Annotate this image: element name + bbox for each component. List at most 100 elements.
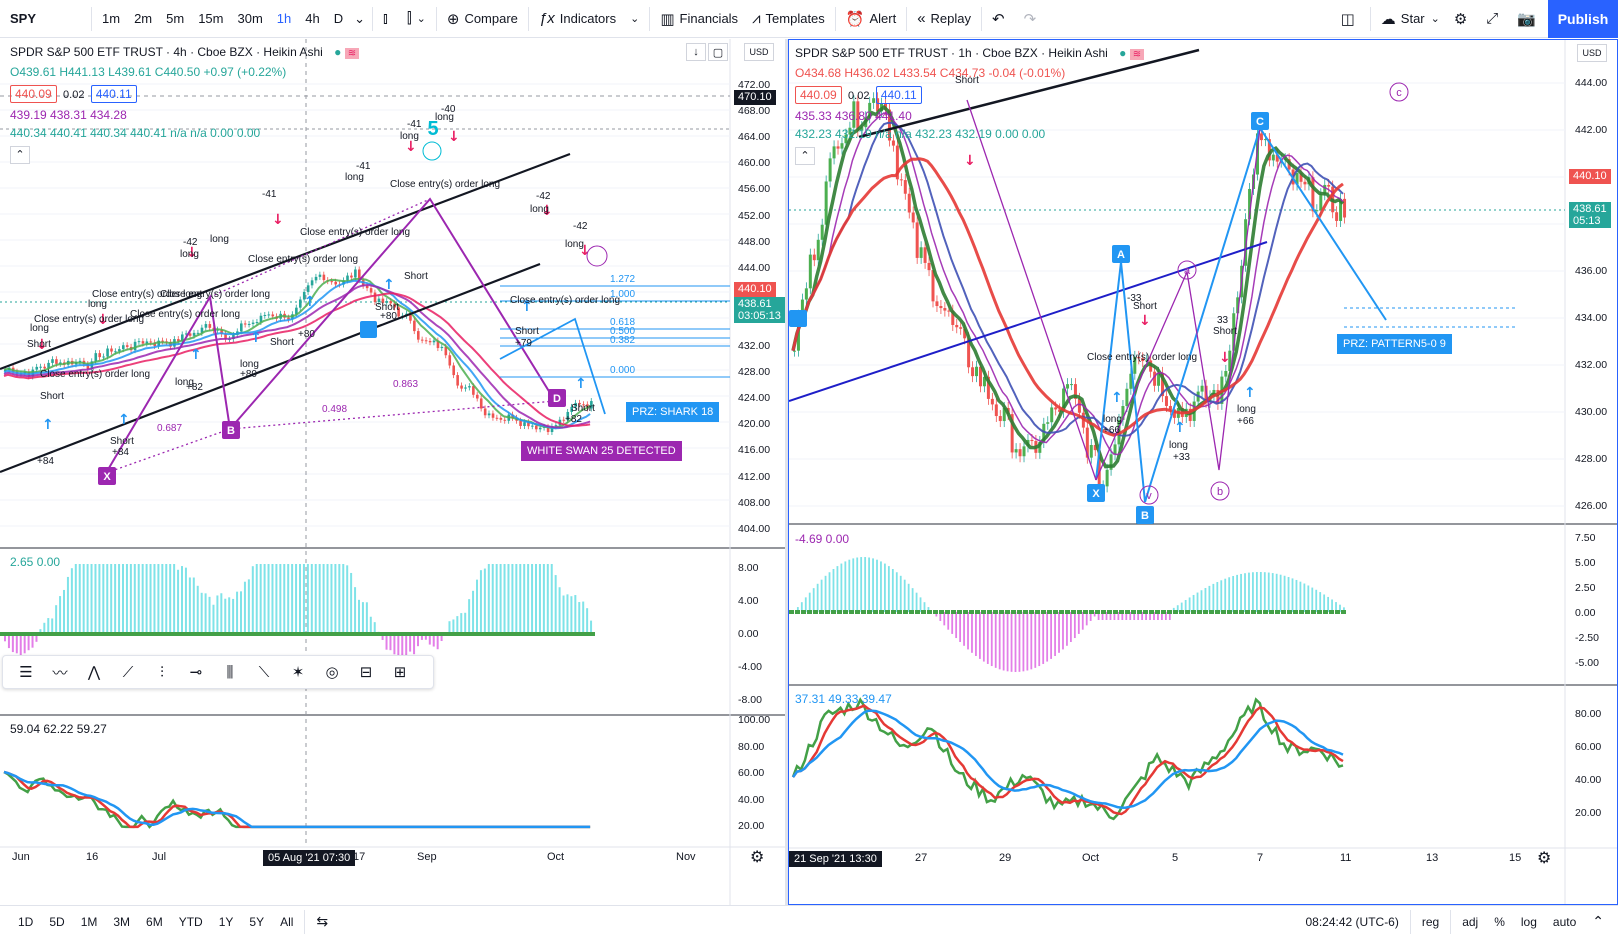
right-settings-icon[interactable]: ⚙ xyxy=(1537,850,1552,867)
range-5y[interactable]: 5Y xyxy=(249,914,265,929)
divider xyxy=(435,6,437,31)
publish-button[interactable]: Publish xyxy=(1548,0,1618,38)
histogram-bar xyxy=(590,620,593,634)
interval-2m[interactable]: 2m xyxy=(134,11,153,26)
left-chart[interactable]: X B D 5 1.272 1.000 0.618 0.500 0.382 0.000 0.863 0… xyxy=(0,39,785,905)
interval-d[interactable]: D xyxy=(333,11,344,26)
templates-button[interactable]: ⩘ Templates xyxy=(745,0,832,38)
log-toggle[interactable]: log xyxy=(1520,914,1537,929)
fib-icon[interactable]: ⫶ xyxy=(160,663,164,681)
object-tree-icon[interactable]: ⊟ xyxy=(359,664,373,681)
interval-5m[interactable]: 5m xyxy=(166,11,185,26)
clock[interactable]: 08:24:42 (UTC-6) xyxy=(1305,914,1399,929)
indicators-button[interactable]: ƒx Indicators ⌄ xyxy=(532,0,646,38)
histogram-bar xyxy=(1204,588,1207,612)
expand-icon[interactable]: ⌃ xyxy=(1592,913,1604,929)
histogram-bar xyxy=(998,612,1001,670)
candle xyxy=(538,427,542,430)
goto-date-icon[interactable]: ⇆ xyxy=(316,913,329,929)
abcd-pattern-icon[interactable]: ⋀ xyxy=(87,664,101,681)
trend-lines-icon[interactable]: ☰ xyxy=(19,664,33,681)
maximize-icon: ▢ xyxy=(712,46,724,59)
candle xyxy=(1129,373,1133,389)
auto-toggle[interactable]: auto xyxy=(1552,914,1577,929)
range-1y[interactable]: 1Y xyxy=(218,914,234,929)
divider xyxy=(1450,909,1452,934)
histogram-bar xyxy=(1267,572,1270,612)
layout-button[interactable]: ◫ xyxy=(1334,0,1367,38)
undo-button[interactable]: ↶ xyxy=(985,0,1017,38)
interval-4h[interactable]: 4h xyxy=(305,11,320,26)
bar-style-button[interactable]: ⫾ xyxy=(376,0,400,38)
gear-icon: ⚙ xyxy=(1453,10,1468,28)
candle xyxy=(812,254,816,261)
histogram-bar xyxy=(1010,612,1013,672)
maximize-pane-button[interactable]: ▢ xyxy=(708,43,728,61)
scroll-down-button[interactable]: ↓ xyxy=(686,43,706,61)
histogram-bar xyxy=(990,612,993,667)
histogram-bar xyxy=(963,612,965,646)
signal-arrow-icon: ↓ xyxy=(964,153,976,169)
cycle-icon[interactable]: ◎ xyxy=(325,664,339,681)
snapshot-button[interactable]: 📷 xyxy=(1510,0,1548,38)
elliott-wave-icon[interactable]: 〰 xyxy=(52,664,68,682)
right-chart-canvas[interactable]: X A B Cc a b v ↓ ↓ ↓ ↑ ↑ ↑ xyxy=(789,40,1618,905)
adj-toggle[interactable]: adj xyxy=(1462,914,1479,929)
interval-1h[interactable]: 1h xyxy=(276,11,292,26)
collapse-legend-button[interactable]: ⌃ xyxy=(10,146,30,164)
candle xyxy=(570,406,573,412)
range-ytd[interactable]: YTD xyxy=(178,914,203,929)
compare-button[interactable]: ⊕ Compare xyxy=(440,0,525,38)
vertical-lines-icon[interactable]: ⫼ xyxy=(226,663,234,681)
ruler-icon[interactable]: ⟍ xyxy=(258,663,270,681)
range-all[interactable]: All xyxy=(280,914,294,929)
trade-annotation: Short xyxy=(270,337,294,348)
percent-toggle[interactable]: % xyxy=(1494,914,1505,929)
redo-button[interactable]: ↷ xyxy=(1017,0,1049,38)
annotation-value: +79 xyxy=(515,338,532,349)
interval-1m[interactable]: 1m xyxy=(102,11,121,26)
settings-button[interactable]: ⚙ xyxy=(1447,0,1479,38)
interval-dropdown-icon[interactable]: ⌄ xyxy=(354,10,366,26)
replay-button[interactable]: « Replay xyxy=(910,0,978,38)
currency-button[interactable]: USD xyxy=(744,43,774,61)
candle xyxy=(39,366,42,368)
candle xyxy=(1038,441,1042,453)
interval-15m[interactable]: 15m xyxy=(198,11,224,26)
left-crosshair-time: 05 Aug '21 07:30 xyxy=(263,850,356,866)
trade-annotation: +33 xyxy=(1173,452,1190,463)
range-6m[interactable]: 6M xyxy=(146,914,163,929)
histogram-bar xyxy=(267,564,270,634)
range-5d[interactable]: 5D xyxy=(49,914,65,929)
session-reg[interactable]: reg xyxy=(1421,914,1440,929)
histogram-bar xyxy=(476,579,478,634)
histogram-bar xyxy=(1161,612,1163,620)
pattern-point-label: B xyxy=(227,425,235,437)
histogram-bar xyxy=(535,564,537,634)
range-1m[interactable]: 1M xyxy=(80,914,98,929)
financials-button[interactable]: ▥ Financials xyxy=(653,0,745,38)
currency-button[interactable]: USD xyxy=(1577,44,1607,62)
alert-button[interactable]: ⏰ Alert xyxy=(839,0,903,38)
star-button[interactable]: ☁ Star ⌄ xyxy=(1374,0,1447,38)
range-3m[interactable]: 3M xyxy=(113,914,131,929)
symbol-search[interactable]: SPY xyxy=(10,11,37,26)
interval-30m[interactable]: 30m xyxy=(237,11,263,26)
cloud-icon: ☁ xyxy=(1380,10,1396,28)
fullscreen-button[interactable]: ⤢ xyxy=(1479,0,1510,38)
left-settings-icon[interactable]: ⚙ xyxy=(750,849,765,866)
chart-splitter[interactable] xyxy=(785,39,788,905)
collapse-legend-button[interactable]: ⌃ xyxy=(795,147,815,165)
range-1d[interactable]: 1D xyxy=(18,914,34,929)
more-tools-icon[interactable]: ⊞ xyxy=(393,664,407,681)
histogram-bar xyxy=(90,564,93,634)
horizontal-ray-icon[interactable]: ⊸ xyxy=(189,664,203,681)
histogram-bar xyxy=(330,564,333,634)
histogram-bar xyxy=(184,567,187,634)
histogram-bar xyxy=(141,564,144,634)
candles-style-button[interactable]: ⫿ ⌄ xyxy=(400,0,433,38)
pen-icon[interactable]: ⟋ xyxy=(122,663,134,681)
xabcd-icon[interactable]: ✶ xyxy=(291,664,305,681)
